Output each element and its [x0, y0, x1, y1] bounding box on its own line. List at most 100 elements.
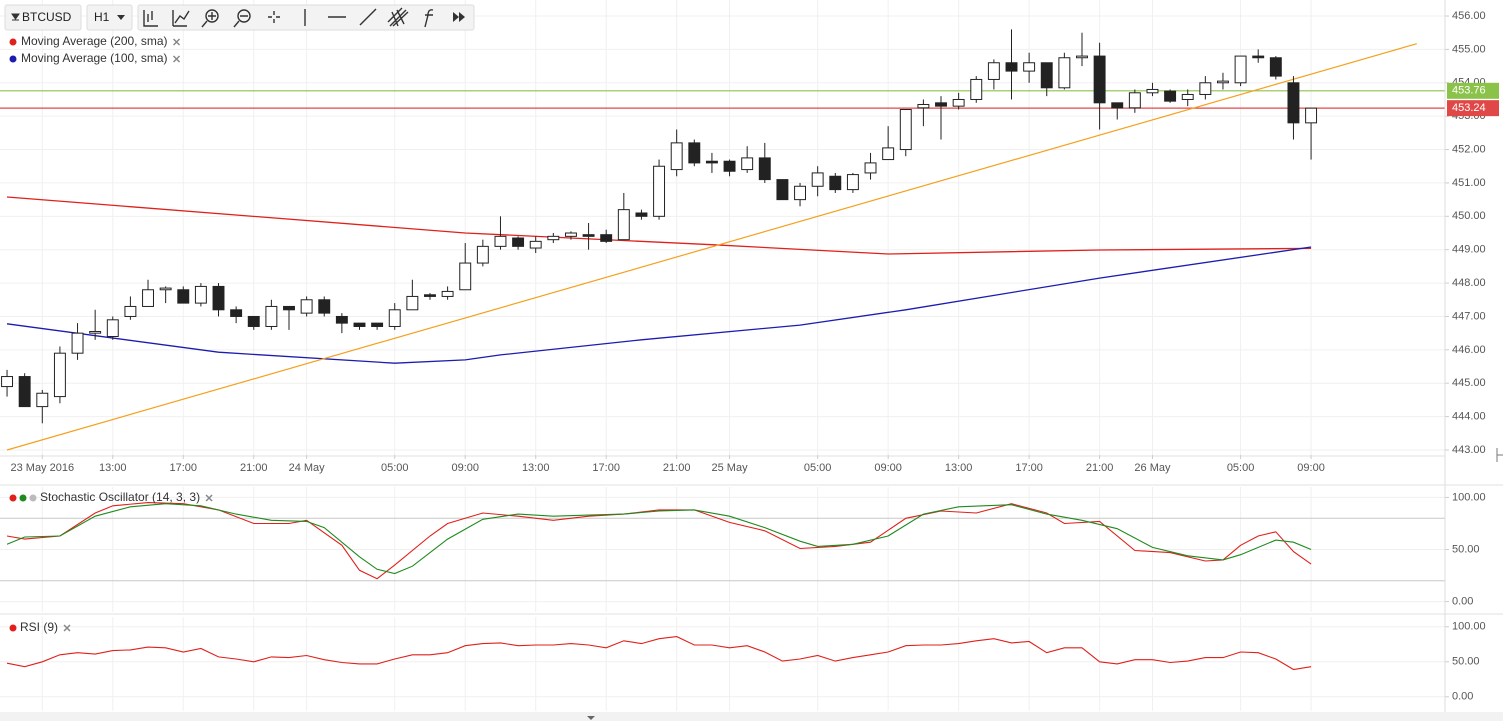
y-tick-label: 451.00 [1452, 177, 1486, 189]
y-tick-label: 456.00 [1452, 10, 1486, 22]
y-tick-label: 100.00 [1452, 621, 1486, 633]
legend-remove[interactable] [173, 55, 181, 63]
candle-body [1146, 88, 1159, 94]
candle-body [1111, 102, 1124, 109]
candle-body [194, 285, 207, 304]
tool-more[interactable] [453, 12, 465, 22]
legend-marker [29, 494, 37, 502]
candle-body [424, 294, 436, 297]
price-badge [1447, 100, 1499, 117]
tool-zoom-in[interactable] [201, 9, 219, 28]
candle-body [1181, 93, 1194, 100]
candle-body [318, 299, 331, 314]
candle-body [723, 160, 736, 172]
tool-trendline[interactable] [359, 8, 377, 26]
candle-body [1076, 55, 1088, 59]
candle-body [353, 322, 366, 327]
x-tick-label: 09:00 [451, 462, 479, 474]
pane-title: RSI (9) [20, 620, 58, 634]
candle-body [1287, 82, 1300, 124]
candle-body [1023, 62, 1036, 72]
candle-body [1040, 62, 1053, 89]
x-tick-label: 13:00 [945, 462, 973, 474]
candle-body [1217, 80, 1229, 84]
candle-body [1058, 57, 1071, 89]
candle-body [794, 185, 806, 201]
tool-indicators[interactable] [172, 10, 190, 27]
candle-body [1128, 92, 1141, 109]
candle-body [1, 376, 14, 388]
candle-body [247, 315, 260, 327]
legend-remove[interactable] [205, 494, 213, 502]
candle-body [300, 299, 313, 314]
candle-body [758, 157, 771, 181]
candle-body [564, 232, 577, 237]
candle-body [935, 102, 947, 107]
candle-body [987, 62, 1000, 80]
legend-label: Moving Average (200, sma) [21, 34, 168, 48]
pane: 456.00455.00454.00453.00452.00451.00450.… [0, 0, 1499, 474]
candle-body [653, 165, 666, 217]
candle-body [1093, 55, 1106, 104]
price-badge-label: 453.76 [1452, 85, 1486, 97]
toolbar: BTCUSD H1 [4, 4, 475, 31]
y-tick-label: 0.00 [1452, 691, 1473, 703]
tool-zoom-out[interactable] [233, 9, 251, 28]
interval-caret [117, 15, 125, 20]
moving-average [6, 196, 1312, 255]
candle-body [177, 289, 190, 304]
candle-body [846, 174, 859, 191]
x-tick-label: 21:00 [1086, 462, 1114, 474]
candle-body [459, 262, 472, 291]
y-tick-label: 50.00 [1452, 543, 1480, 555]
x-tick-label: 21:00 [663, 462, 691, 474]
y-tick-label: 448.00 [1452, 277, 1486, 289]
candle-body [388, 309, 401, 327]
y-tick-label: 450.00 [1452, 210, 1486, 222]
tool-bars[interactable] [143, 10, 158, 27]
x-tick-label: 05:00 [804, 462, 832, 474]
legend-remove[interactable] [173, 38, 181, 46]
pane-title: Stochastic Oscillator (14, 3, 3) [40, 490, 200, 504]
collapse-icon[interactable] [587, 716, 595, 720]
legend-marker [9, 624, 17, 632]
x-tick-label: 26 May [1134, 462, 1171, 474]
candle-body [776, 179, 789, 201]
trend-line [6, 43, 1417, 451]
legend-remove[interactable] [63, 624, 71, 632]
x-tick-label: 17:00 [170, 462, 198, 474]
symbol-button[interactable] [4, 4, 82, 31]
y-tick-label: 444.00 [1452, 411, 1486, 423]
interval: H1 [94, 10, 110, 24]
pane: 100.00 50.00 0.00 RSI (9) [0, 617, 1486, 711]
candle-body [476, 245, 489, 264]
candle-body [230, 309, 243, 317]
tool-function[interactable] [424, 9, 434, 28]
footer-bar [0, 712, 1503, 721]
y-tick-label: 0.00 [1452, 595, 1473, 607]
candle-body [1164, 90, 1177, 102]
price-badge [1447, 82, 1499, 99]
candle-body [1234, 55, 1247, 84]
x-tick-label: 21:00 [240, 462, 268, 474]
x-tick-label: 13:00 [99, 462, 127, 474]
x-tick-label: 13:00 [522, 462, 550, 474]
candle-body [670, 142, 683, 171]
candle-body [970, 78, 983, 100]
candle-body [1269, 57, 1282, 77]
candle-body [106, 319, 119, 337]
indicator-line [6, 636, 1312, 671]
candle-body [811, 172, 824, 187]
y-tick-label: 443.00 [1452, 444, 1486, 456]
candle-body [600, 234, 613, 242]
tool-fibonacci[interactable] [387, 7, 409, 27]
interval-button[interactable] [86, 4, 133, 31]
candle-body [335, 315, 348, 324]
candle-body [829, 175, 842, 191]
x-tick-label: 17:00 [592, 462, 620, 474]
candle-body [582, 234, 595, 237]
legend-marker [19, 494, 27, 502]
tool-crosshair[interactable] [268, 11, 280, 23]
